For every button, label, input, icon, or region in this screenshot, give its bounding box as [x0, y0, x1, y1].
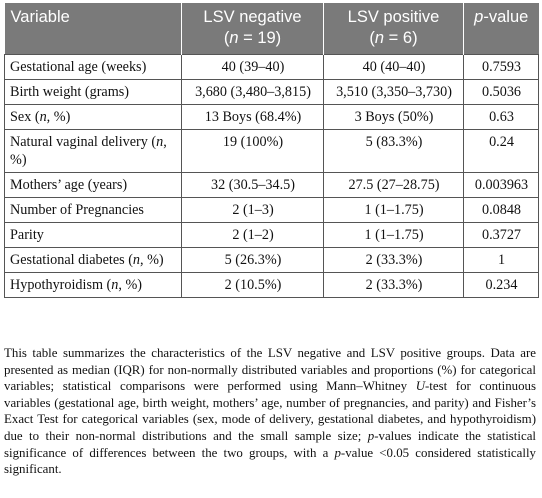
lsv-negative-cell: 40 (39–40) — [181, 54, 324, 80]
p-value-cell: 0.003963 — [463, 172, 539, 198]
variable-cell: Sex (n, %) — [4, 104, 182, 130]
p-value-cell: 0.3727 — [463, 222, 539, 248]
table-row: Hypothyroidism (n, %) 2 (10.5%) 2 (33.3%… — [4, 272, 539, 298]
characteristics-table: Variable LSV negative (n = 19) LSV posit… — [4, 3, 539, 298]
table-container: Variable LSV negative (n = 19) LSV posit… — [4, 3, 539, 298]
lsv-positive-cell: 5 (83.3%) — [323, 129, 464, 173]
p-value-cell: 0.0848 — [463, 197, 539, 223]
lsv-positive-cell: 3,510 (3,350–3,730) — [323, 79, 464, 105]
table-row: Natural vaginal delivery (n, %) 19 (100%… — [4, 129, 539, 173]
table-caption: This table summarizes the characteristic… — [4, 346, 536, 477]
variable-cell: Gestational diabetes (n, %) — [4, 247, 182, 273]
variable-cell: Hypothyroidism (n, %) — [4, 272, 182, 298]
variable-cell: Parity — [4, 222, 182, 248]
table-row: Mothers’ age (years) 32 (30.5–34.5) 27.5… — [4, 172, 539, 198]
variable-cell: Mothers’ age (years) — [4, 172, 182, 198]
lsv-negative-cell: 13 Boys (68.4%) — [181, 104, 324, 130]
p-value-cell: 0.24 — [463, 129, 539, 173]
p-value-cell: 1 — [463, 247, 539, 273]
variable-cell: Gestational age (weeks) — [4, 54, 182, 80]
header-p-value: p-value — [463, 3, 539, 55]
table-row: Birth weight (grams) 3,680 (3,480–3,815)… — [4, 79, 539, 105]
table-row: Gestational age (weeks) 40 (39–40) 40 (4… — [4, 54, 539, 80]
table-row: Parity 2 (1–2) 1 (1–1.75) 0.3727 — [4, 222, 539, 248]
header-lsv-negative: LSV negative (n = 19) — [181, 3, 324, 55]
lsv-negative-cell: 2 (1–3) — [181, 197, 324, 223]
lsv-negative-cell: 2 (1–2) — [181, 222, 324, 248]
header-row: Variable LSV negative (n = 19) LSV posit… — [4, 3, 539, 55]
variable-cell: Number of Pregnancies — [4, 197, 182, 223]
p-value-cell: 0.63 — [463, 104, 539, 130]
table-row: Sex (n, %) 13 Boys (68.4%) 3 Boys (50%) … — [4, 104, 539, 130]
lsv-positive-cell: 1 (1–1.75) — [323, 222, 464, 248]
p-value-cell: 0.7593 — [463, 54, 539, 80]
lsv-negative-cell: 19 (100%) — [181, 129, 324, 173]
variable-cell: Natural vaginal delivery (n, %) — [4, 129, 182, 173]
p-value-cell: 0.234 — [463, 272, 539, 298]
header-variable: Variable — [4, 3, 182, 55]
lsv-positive-cell: 1 (1–1.75) — [323, 197, 464, 223]
p-value-cell: 0.5036 — [463, 79, 539, 105]
variable-cell: Birth weight (grams) — [4, 79, 182, 105]
lsv-negative-cell: 3,680 (3,480–3,815) — [181, 79, 324, 105]
lsv-positive-cell: 3 Boys (50%) — [323, 104, 464, 130]
lsv-negative-cell: 5 (26.3%) — [181, 247, 324, 273]
table-row: Number of Pregnancies 2 (1–3) 1 (1–1.75)… — [4, 197, 539, 223]
lsv-positive-cell: 27.5 (27–28.75) — [323, 172, 464, 198]
lsv-positive-cell: 2 (33.3%) — [323, 247, 464, 273]
lsv-negative-cell: 32 (30.5–34.5) — [181, 172, 324, 198]
lsv-positive-cell: 40 (40–40) — [323, 54, 464, 80]
lsv-positive-cell: 2 (33.3%) — [323, 272, 464, 298]
header-lsv-positive: LSV positive (n = 6) — [323, 3, 464, 55]
lsv-negative-cell: 2 (10.5%) — [181, 272, 324, 298]
table-row: Gestational diabetes (n, %) 5 (26.3%) 2 … — [4, 247, 539, 273]
